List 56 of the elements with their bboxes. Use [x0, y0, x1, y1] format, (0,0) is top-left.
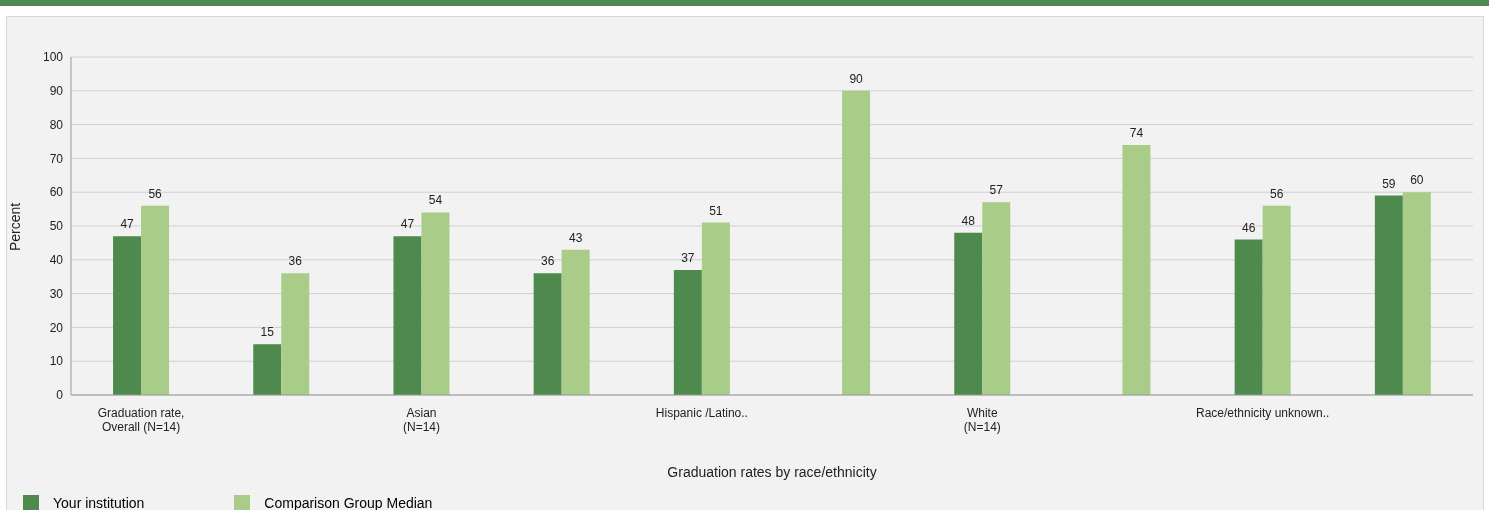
bar — [1122, 144, 1151, 395]
bar — [982, 202, 1011, 395]
y-tick-label: 80 — [49, 117, 64, 132]
bar — [253, 344, 282, 395]
bar — [281, 273, 310, 395]
y-axis-title: Percent — [6, 202, 23, 251]
bar — [954, 232, 983, 395]
x-tick-label: Asian (N=14) — [402, 406, 441, 434]
data-label: 90 — [849, 71, 864, 86]
bar — [673, 269, 702, 395]
y-tick-label: 20 — [49, 320, 64, 335]
bar — [701, 222, 730, 395]
bar — [533, 273, 562, 395]
x-tick-label: Hispanic /Latino.. — [655, 406, 748, 420]
bar — [561, 249, 590, 395]
bar — [1374, 195, 1403, 395]
y-tick-label: 90 — [49, 84, 64, 99]
data-label: 59 — [1382, 176, 1396, 191]
y-tick-label: 40 — [49, 253, 64, 268]
data-label: 56 — [148, 186, 163, 201]
data-label: 46 — [1241, 220, 1256, 235]
data-label: 60 — [1410, 173, 1424, 188]
x-tick-label: Graduation rate, Overall (N=14) — [97, 406, 185, 434]
bar — [1262, 205, 1291, 395]
y-tick-label: 0 — [56, 388, 64, 403]
legend-label: Comparison Group Median — [264, 495, 433, 510]
data-label: 74 — [1129, 125, 1144, 140]
data-label: 47 — [400, 217, 415, 232]
data-label: 36 — [288, 254, 303, 269]
x-axis-title: Graduation rates by race/ethnicity — [667, 464, 877, 480]
bar — [393, 236, 422, 395]
data-label: 56 — [1269, 186, 1284, 201]
data-label: 51 — [709, 203, 723, 218]
y-tick-label: 30 — [49, 286, 64, 301]
y-tick-label: 60 — [49, 185, 64, 200]
data-label: 57 — [989, 183, 1004, 198]
bar — [421, 212, 450, 395]
x-tick-label: Race/ethnicity unknown.. — [1196, 406, 1330, 420]
data-label: 48 — [961, 213, 976, 228]
data-label: 37 — [681, 250, 695, 265]
bar — [113, 236, 142, 395]
bar — [141, 205, 170, 395]
y-tick-label: 10 — [49, 354, 64, 369]
data-label: 36 — [540, 254, 555, 269]
bar — [1402, 192, 1431, 395]
data-label: 47 — [120, 217, 135, 232]
y-tick-label: 70 — [49, 151, 64, 166]
x-tick-label: White (N=14) — [963, 406, 1001, 434]
bar — [1234, 239, 1263, 395]
legend-label: Your institution — [53, 495, 145, 510]
y-tick-label: 50 — [49, 219, 64, 234]
data-label: 43 — [568, 230, 583, 245]
data-label: 54 — [428, 193, 443, 208]
bar — [842, 90, 871, 395]
y-tick-label: 100 — [42, 50, 64, 65]
data-label: 15 — [260, 325, 275, 340]
